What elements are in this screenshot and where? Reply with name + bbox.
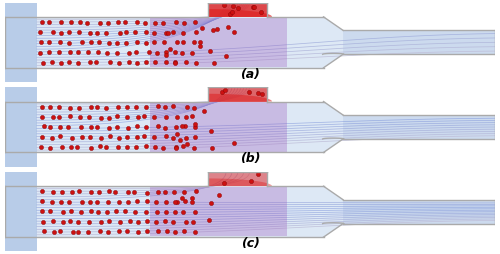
- Polygon shape: [324, 17, 343, 68]
- Bar: [150, 187, 287, 236]
- Bar: [208, 3, 267, 17]
- Bar: [5, 186, 324, 237]
- Text: (a): (a): [240, 68, 260, 81]
- Bar: [5, 17, 324, 68]
- Bar: [208, 3, 267, 17]
- Bar: [150, 102, 287, 152]
- Text: (c): (c): [240, 237, 260, 250]
- Bar: [208, 172, 267, 186]
- Bar: [208, 87, 267, 102]
- Bar: [5, 102, 324, 152]
- Polygon shape: [208, 9, 272, 17]
- Polygon shape: [324, 102, 343, 152]
- Bar: [5, 87, 37, 167]
- Polygon shape: [208, 94, 272, 102]
- Text: (b): (b): [240, 152, 260, 165]
- Polygon shape: [208, 179, 272, 186]
- Polygon shape: [324, 186, 343, 237]
- Bar: [150, 18, 287, 67]
- Bar: [208, 172, 267, 186]
- Bar: [5, 172, 37, 251]
- Bar: [343, 115, 495, 139]
- Bar: [5, 3, 37, 82]
- Bar: [343, 30, 495, 54]
- Bar: [208, 87, 267, 102]
- Bar: [343, 200, 495, 224]
